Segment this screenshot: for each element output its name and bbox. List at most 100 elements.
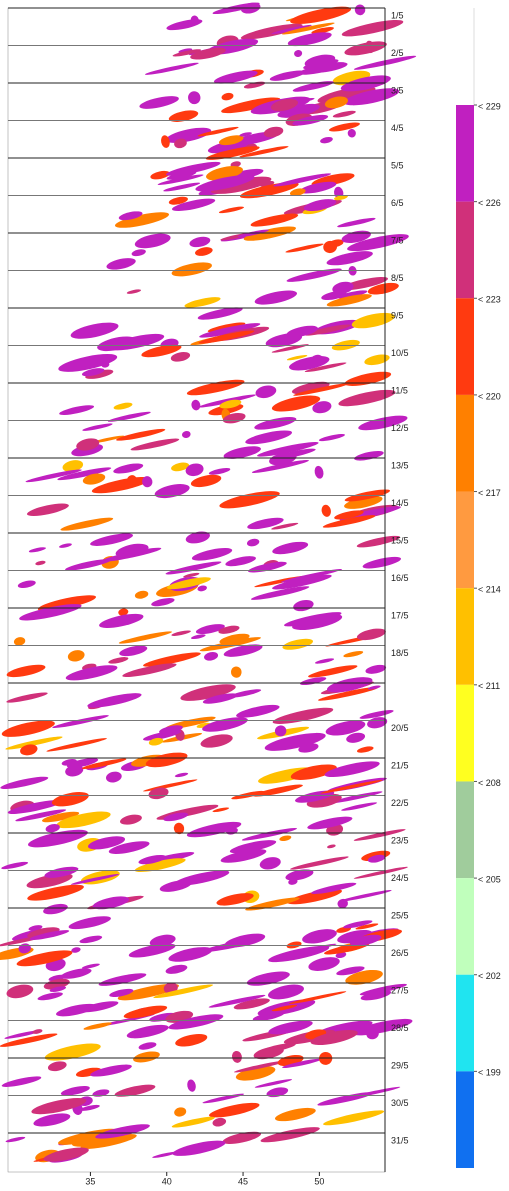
echo-blob	[225, 556, 256, 567]
echo-blob	[239, 146, 289, 158]
echo-blob	[286, 355, 308, 361]
echo-blob	[198, 330, 255, 344]
echo-blob	[70, 873, 120, 885]
echo-blob	[108, 841, 150, 854]
echo-blob	[221, 92, 234, 101]
echo-blob	[289, 356, 330, 371]
echo-blob	[126, 289, 141, 294]
echo-blob	[60, 968, 92, 979]
echo-blob	[200, 734, 233, 748]
row-label: 1/5	[391, 10, 404, 20]
colorbar-swatch	[456, 394, 474, 492]
echo-blob	[310, 1029, 358, 1046]
row-label: 15/5	[391, 535, 409, 545]
echo-blob	[277, 103, 320, 118]
echo-blob	[356, 535, 401, 548]
echo-blob	[149, 934, 176, 947]
echo-blob	[66, 758, 99, 768]
echo-blob	[250, 213, 299, 227]
echo-blob	[328, 239, 344, 248]
echo-blob	[281, 22, 335, 35]
echo-blob	[353, 829, 406, 841]
echo-blob	[45, 824, 60, 833]
echo-blob	[5, 1136, 26, 1143]
colorbar-swatch	[456, 974, 474, 1072]
echo-blob	[27, 829, 88, 848]
echo-blob	[304, 324, 351, 336]
echo-blob	[75, 1067, 102, 1077]
echo-blob	[293, 383, 350, 396]
echo-blob	[351, 312, 395, 329]
colorbar-label: < 208	[478, 778, 501, 788]
echo-blob	[325, 720, 366, 736]
echo-blob	[195, 247, 213, 256]
echo-blob	[108, 657, 129, 664]
echo-blob	[208, 468, 231, 475]
echo-blob	[324, 761, 380, 778]
echo-blob	[367, 854, 386, 863]
echo-blob	[82, 473, 106, 485]
echo-blob	[150, 170, 171, 180]
echo-blob	[247, 517, 284, 530]
echo-blob	[59, 543, 72, 548]
echo-blob	[35, 560, 46, 566]
row-label: 29/5	[391, 1060, 409, 1070]
echo-blob	[148, 787, 169, 800]
echo-blob	[161, 135, 170, 148]
echo-blob	[71, 947, 81, 953]
echo-blob	[251, 459, 309, 473]
echo-blob	[347, 234, 409, 252]
echo-blob	[46, 738, 107, 752]
echo-blob	[346, 732, 366, 743]
echo-blob	[293, 599, 314, 612]
echo-blob	[114, 1084, 156, 1097]
echo-blob	[366, 1028, 379, 1040]
echo-blob	[99, 613, 144, 628]
echo-blob	[336, 966, 365, 976]
echo-blob	[79, 935, 103, 944]
echo-blob	[51, 792, 89, 807]
echo-blob	[6, 664, 46, 678]
echo-blob	[318, 434, 345, 442]
echo-blob	[324, 96, 349, 109]
echo-blob	[171, 1116, 215, 1128]
echo-blob	[233, 998, 270, 1010]
echo-blob	[87, 693, 142, 708]
echo-blob	[207, 139, 250, 154]
echo-blob	[159, 880, 192, 892]
echo-blob	[143, 652, 201, 667]
echo-blob	[43, 1147, 89, 1162]
echo-blob	[202, 1093, 245, 1104]
echo-blob	[188, 91, 201, 105]
echo-blob	[117, 983, 179, 1001]
echo-blob	[198, 394, 257, 408]
echo-blob	[26, 503, 69, 516]
echo-blob	[154, 484, 190, 499]
colorbar-label: < 211	[478, 681, 500, 691]
row-label: 23/5	[391, 835, 409, 845]
echo-blob	[197, 585, 207, 592]
echo-blob	[330, 791, 383, 804]
row-label: 3/5	[391, 85, 404, 95]
echo-blob	[202, 693, 239, 704]
echo-blob	[61, 759, 77, 766]
echo-blob	[269, 452, 297, 466]
echo-blob	[239, 132, 252, 137]
echo-blob	[292, 613, 343, 630]
echo-blob	[0, 776, 49, 789]
x-tick-label: 45	[238, 1176, 248, 1186]
row-label: 7/5	[391, 235, 404, 245]
echo-blob	[107, 411, 151, 422]
echo-blob	[56, 1003, 97, 1017]
row-label: 22/5	[391, 798, 409, 808]
echo-blob	[56, 811, 111, 829]
row-label: 6/5	[391, 198, 404, 208]
echo-blob	[168, 110, 199, 122]
echo-blob	[338, 389, 396, 407]
row-label: 25/5	[391, 910, 409, 920]
echo-blob	[106, 258, 136, 270]
echo-blob	[332, 110, 356, 118]
echo-blob	[317, 1092, 375, 1106]
echo-blob	[210, 176, 272, 194]
